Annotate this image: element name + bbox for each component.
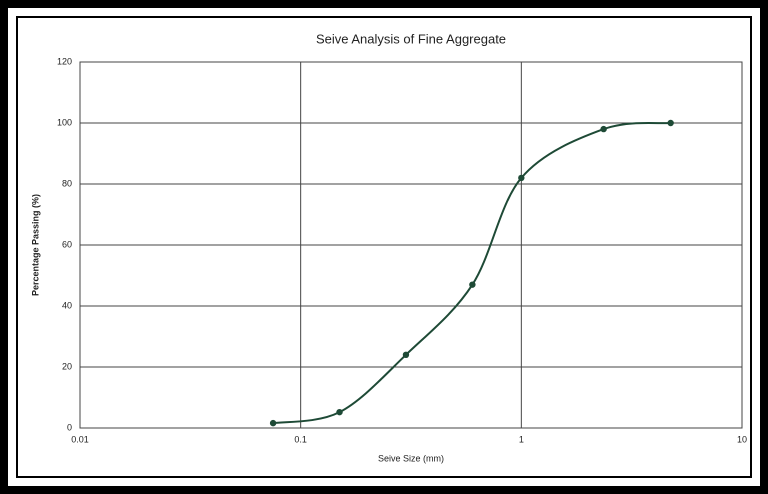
x-tick-label: 1 [519,434,524,444]
chart-background [8,8,760,486]
data-point [518,174,525,182]
y-tick-label: 0 [67,422,72,432]
y-tick-label: 40 [62,300,72,310]
frame [16,16,752,478]
y-tick-label: 80 [62,178,72,188]
chart-title: Seive Analysis of Fine Aggregate [316,31,506,46]
data-point [600,125,607,133]
y-tick-label: 60 [62,239,72,249]
x-axis-label: Seive Size (mm) [378,453,444,463]
y-tick-label: 120 [57,56,72,66]
data-point [402,351,410,358]
x-tick-label: 10 [737,434,747,444]
y-tick-label: 20 [62,361,72,371]
data-point [336,408,343,416]
data-point [469,281,476,288]
data-point [667,119,674,127]
x-tick-label: 0.01 [71,434,89,444]
x-tick-label: 0.1 [294,434,307,444]
data-point [269,419,277,427]
y-tick-label: 100 [57,117,72,127]
y-axis-label: Percentage Passing (%) [30,194,40,296]
